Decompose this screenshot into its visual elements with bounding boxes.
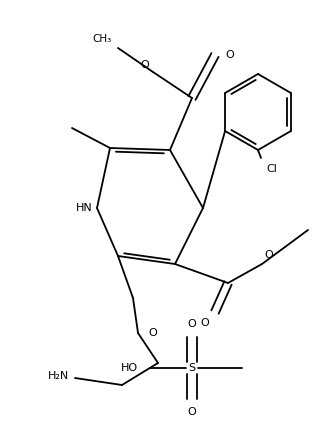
Text: Cl: Cl [266,164,277,174]
Text: O: O [264,250,273,260]
Text: CH₃: CH₃ [93,34,112,44]
Text: O: O [188,407,196,417]
Text: O: O [140,60,149,70]
Text: O: O [148,328,157,338]
Text: H₂N: H₂N [48,371,69,381]
Text: O: O [201,318,209,328]
Text: O: O [225,50,234,60]
Text: S: S [188,363,195,373]
Text: HO: HO [121,363,138,373]
Text: HN: HN [76,203,93,213]
Text: O: O [188,319,196,329]
